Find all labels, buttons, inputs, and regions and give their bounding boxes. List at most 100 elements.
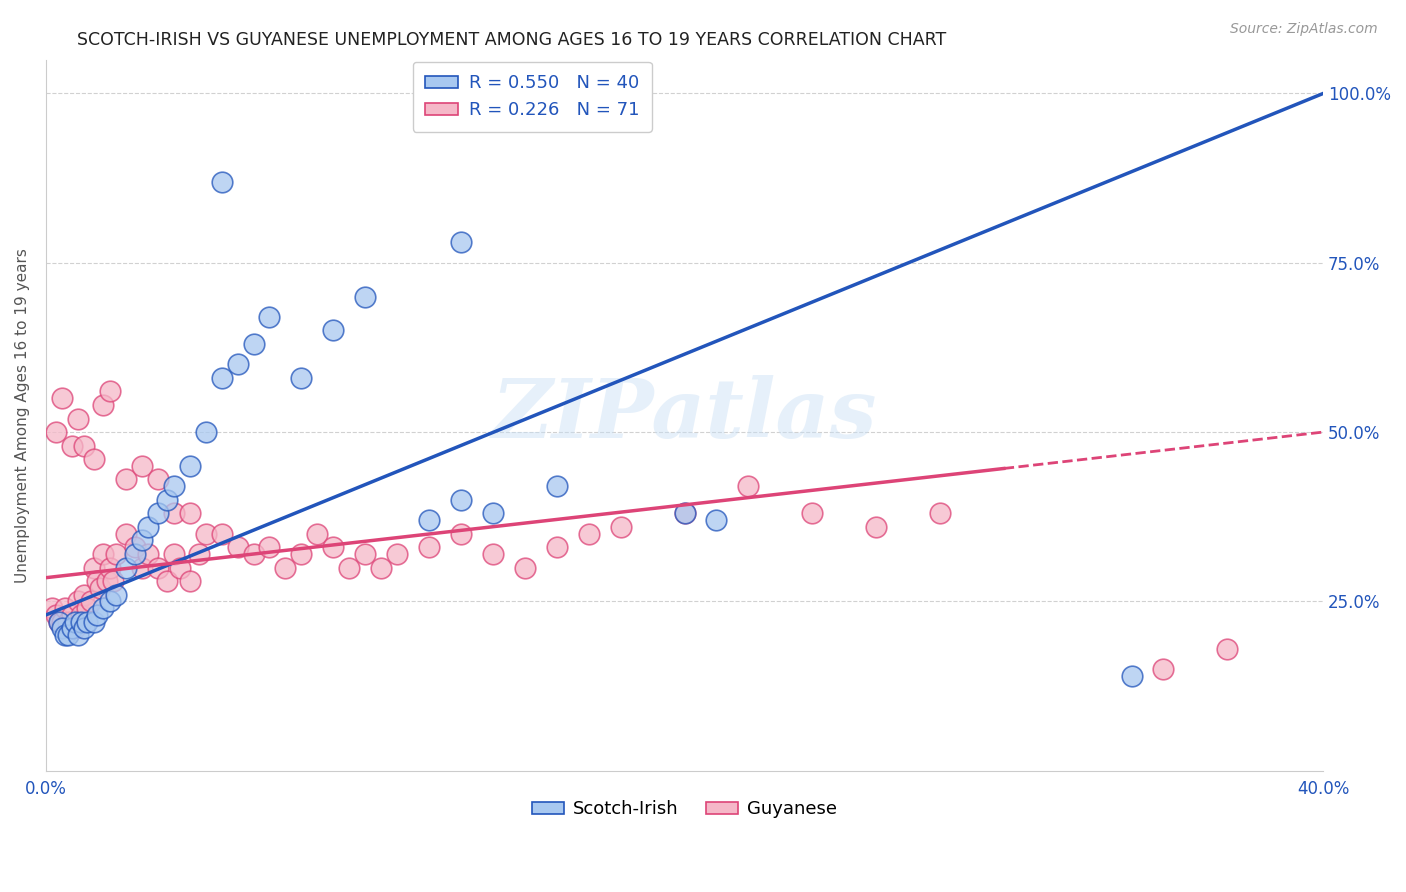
Point	[482, 506, 505, 520]
Point	[482, 547, 505, 561]
Point	[226, 540, 249, 554]
Point	[290, 547, 312, 561]
Point	[45, 607, 67, 622]
Point	[242, 337, 264, 351]
Point	[73, 588, 96, 602]
Point	[89, 581, 111, 595]
Point	[179, 458, 201, 473]
Point	[450, 492, 472, 507]
Point	[290, 371, 312, 385]
Point	[98, 594, 121, 608]
Point	[76, 601, 98, 615]
Point	[131, 560, 153, 574]
Point	[1216, 641, 1239, 656]
Point	[51, 622, 73, 636]
Point	[63, 615, 86, 629]
Point	[73, 622, 96, 636]
Point	[578, 526, 600, 541]
Point	[93, 601, 115, 615]
Point	[418, 540, 440, 554]
Point	[259, 540, 281, 554]
Point	[53, 628, 76, 642]
Point	[83, 452, 105, 467]
Point	[929, 506, 952, 520]
Point	[188, 547, 211, 561]
Point	[385, 547, 408, 561]
Point	[98, 384, 121, 399]
Point	[226, 357, 249, 371]
Point	[242, 547, 264, 561]
Point	[96, 574, 118, 588]
Point	[194, 425, 217, 439]
Point	[66, 628, 89, 642]
Point	[179, 506, 201, 520]
Point	[70, 615, 93, 629]
Point	[105, 547, 128, 561]
Point	[86, 574, 108, 588]
Point	[801, 506, 824, 520]
Point	[156, 492, 179, 507]
Y-axis label: Unemployment Among Ages 16 to 19 years: Unemployment Among Ages 16 to 19 years	[15, 248, 30, 582]
Point	[163, 479, 186, 493]
Point	[53, 601, 76, 615]
Point	[1121, 669, 1143, 683]
Point	[70, 607, 93, 622]
Point	[136, 547, 159, 561]
Point	[673, 506, 696, 520]
Point	[131, 533, 153, 548]
Point	[156, 574, 179, 588]
Point	[60, 622, 83, 636]
Point	[673, 506, 696, 520]
Point	[354, 547, 377, 561]
Point	[48, 615, 70, 629]
Point	[163, 547, 186, 561]
Legend: Scotch-Irish, Guyanese: Scotch-Irish, Guyanese	[524, 793, 845, 826]
Text: SCOTCH-IRISH VS GUYANESE UNEMPLOYMENT AMONG AGES 16 TO 19 YEARS CORRELATION CHAR: SCOTCH-IRISH VS GUYANESE UNEMPLOYMENT AM…	[77, 31, 946, 49]
Point	[274, 560, 297, 574]
Point	[114, 473, 136, 487]
Point	[114, 560, 136, 574]
Point	[79, 594, 101, 608]
Point	[354, 290, 377, 304]
Point	[86, 607, 108, 622]
Point	[179, 574, 201, 588]
Point	[60, 607, 83, 622]
Point	[51, 615, 73, 629]
Point	[737, 479, 759, 493]
Point	[60, 439, 83, 453]
Point	[546, 540, 568, 554]
Point	[51, 391, 73, 405]
Point	[211, 371, 233, 385]
Point	[48, 615, 70, 629]
Point	[66, 594, 89, 608]
Point	[41, 601, 63, 615]
Point	[105, 588, 128, 602]
Point	[93, 547, 115, 561]
Text: ZIPatlas: ZIPatlas	[492, 376, 877, 455]
Point	[513, 560, 536, 574]
Point	[259, 310, 281, 324]
Point	[307, 526, 329, 541]
Point	[450, 235, 472, 250]
Point	[609, 520, 631, 534]
Point	[98, 560, 121, 574]
Point	[194, 526, 217, 541]
Point	[337, 560, 360, 574]
Point	[418, 513, 440, 527]
Point	[1153, 662, 1175, 676]
Point	[45, 425, 67, 439]
Point	[58, 615, 80, 629]
Point	[76, 615, 98, 629]
Point	[370, 560, 392, 574]
Point	[865, 520, 887, 534]
Point	[124, 540, 146, 554]
Point	[136, 520, 159, 534]
Point	[83, 560, 105, 574]
Point	[66, 411, 89, 425]
Point	[58, 628, 80, 642]
Point	[146, 506, 169, 520]
Point	[93, 398, 115, 412]
Point	[131, 458, 153, 473]
Point	[163, 506, 186, 520]
Point	[211, 174, 233, 188]
